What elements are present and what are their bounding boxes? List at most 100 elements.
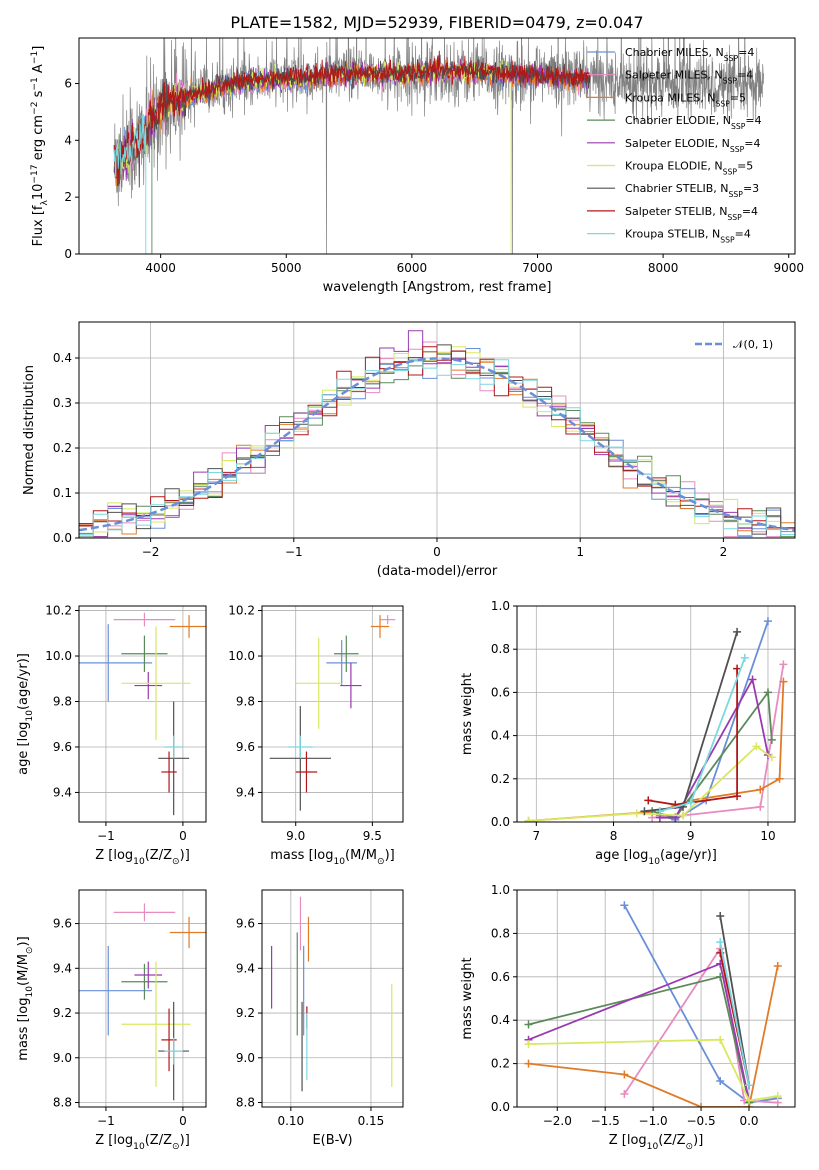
legend-entry: Salpeter MILES, NSSP=4 bbox=[625, 69, 753, 86]
x-tick-label: −1 bbox=[97, 1114, 115, 1128]
gaussian-reference-curve bbox=[79, 357, 795, 532]
x-tick-label: 7000 bbox=[522, 261, 553, 275]
mass-weight-line bbox=[719, 941, 750, 1086]
x-tick-label: 2 bbox=[720, 545, 728, 559]
mass-weight-marker bbox=[524, 816, 533, 822]
x-axis-label: Z [log10(Z/Z⊙)] bbox=[609, 1133, 704, 1152]
mass-weight-line bbox=[623, 904, 778, 1104]
residual-histogram-step bbox=[79, 330, 795, 538]
mass-weight-marker bbox=[716, 1076, 725, 1085]
legend-entry: Chabrier STELIB, NSSP=3 bbox=[625, 182, 759, 199]
mass-weight-marker bbox=[655, 807, 664, 816]
weight-vs-age-frame bbox=[516, 605, 796, 823]
mass-weight-marker bbox=[686, 798, 695, 807]
y-tick-label: 9.6 bbox=[53, 917, 72, 931]
y-axis-label-part: 10 bbox=[31, 184, 46, 201]
x-tick-label: 4000 bbox=[145, 261, 176, 275]
age-vs-mass-axes: 9.0 9.5 9.4 9.6 9.8 10.0 10.2 mass [log10(M/M⊙)… bbox=[228, 604, 404, 867]
x-axis-label: wavelength [Angstrom, rest frame] bbox=[323, 280, 552, 295]
x-tick-label: 0.0 bbox=[739, 1114, 758, 1128]
y-axis-label-part: λ bbox=[40, 200, 50, 206]
legend-entry: Kroupa MILES, NSSP=5 bbox=[625, 91, 746, 108]
y-tick-label: 10.0 bbox=[228, 649, 255, 663]
y-axis-label-part: −17 bbox=[30, 164, 40, 183]
x-axis-label-part: Z [log bbox=[609, 1133, 647, 1148]
x-tick-label: 0 bbox=[433, 545, 441, 559]
mass-weight-marker bbox=[524, 1020, 533, 1029]
mass-weight-line bbox=[659, 620, 769, 821]
residuals-axes: −2 −1 0 1 2 0.0 0.1 0.2 0.3 0.4 (data-model)/error… bbox=[22, 321, 796, 579]
x-axis-label: (data-model)/error bbox=[377, 564, 498, 579]
x-tick-label: 5000 bbox=[271, 261, 302, 275]
y-tick-label: 9.8 bbox=[236, 694, 255, 708]
mass-weight-marker bbox=[733, 664, 742, 673]
mass-vs-Z-frame bbox=[78, 889, 207, 1108]
legend-entry: Kroupa ELODIE, NSSP=5 bbox=[625, 160, 753, 177]
mass-weight-marker bbox=[775, 774, 784, 783]
residuals-plot-area bbox=[79, 330, 795, 538]
y-tick-label: 1.0 bbox=[491, 883, 510, 897]
y-axis-label-part: −2 bbox=[30, 102, 40, 115]
mass-weight-line bbox=[648, 668, 738, 806]
legend-label: Kroupa STELIB, N bbox=[625, 228, 720, 241]
legend-suffix: =5 bbox=[737, 160, 753, 173]
mass-weight-marker bbox=[740, 653, 749, 662]
mass-weight-marker bbox=[748, 675, 757, 684]
mass-weight-marker bbox=[679, 811, 688, 820]
mass-weight-marker bbox=[767, 735, 776, 744]
x-tick-label: 9.0 bbox=[286, 829, 305, 843]
x-axis-label-part: ⊙ bbox=[686, 1142, 694, 1152]
x-tick-label: 6000 bbox=[397, 261, 428, 275]
x-axis-label-part: (Z/Z bbox=[658, 1133, 685, 1148]
x-axis-label-part: 10 bbox=[133, 857, 145, 867]
y-tick-label: 0.0 bbox=[491, 815, 510, 829]
mass-weight-marker bbox=[733, 792, 742, 801]
y-tick-label: 9.2 bbox=[53, 1006, 72, 1020]
mass-vs-Z-axes: −1 08.89.09.29.49.6Z [log10(Z/Z⊙)]mass [l… bbox=[16, 889, 207, 1152]
legend-entry: Chabrier ELODIE, NSSP=4 bbox=[625, 114, 762, 131]
mass-weight-marker bbox=[640, 807, 649, 816]
y-axis-label-part: ] bbox=[31, 46, 46, 51]
x-tick-label: 9000 bbox=[773, 261, 804, 275]
x-tick-label: 9.5 bbox=[363, 829, 382, 843]
legend-entry: Salpeter STELIB, NSSP=4 bbox=[625, 205, 758, 222]
x-axis-label: E(B-V) bbox=[312, 1133, 352, 1148]
y-tick-label: 8.8 bbox=[53, 1096, 72, 1110]
y-tick-label: 10.2 bbox=[45, 604, 72, 618]
figure-title: PLATE=1582, MJD=52939, FIBERID=0479, z=0… bbox=[230, 13, 643, 32]
mass-weight-marker bbox=[756, 802, 765, 811]
mass-weight-marker bbox=[744, 1096, 753, 1105]
x-tick-label: 10 bbox=[760, 829, 775, 843]
legend-label: Salpeter MILES, N bbox=[625, 69, 723, 82]
x-tick-label: 8000 bbox=[648, 261, 679, 275]
y-axis-label: Flux [fλ10−17 erg cm−2 s−1 A−1] bbox=[30, 46, 50, 247]
spectrum-frame bbox=[78, 37, 796, 255]
mass-weight-marker bbox=[716, 912, 725, 921]
x-tick-label: −1 bbox=[285, 545, 303, 559]
x-axis-label-part: (M/M bbox=[345, 848, 377, 863]
y-tick-label: 0.6 bbox=[491, 970, 510, 984]
y-axis-label-part: erg cm bbox=[31, 115, 46, 164]
x-tick-label: −2.0 bbox=[543, 1114, 572, 1128]
y-axis-label-part: 10 bbox=[25, 710, 35, 722]
mass-weight-marker bbox=[744, 1081, 753, 1090]
x-axis-label-part: age [log bbox=[595, 848, 648, 863]
y-tick-label: 9.6 bbox=[236, 740, 255, 754]
y-tick-label: 9.2 bbox=[236, 1006, 255, 1020]
x-axis-label-part: )] bbox=[180, 848, 190, 863]
y-tick-label: 0.0 bbox=[491, 1100, 510, 1114]
legend-suffix: =4 bbox=[744, 137, 760, 150]
gaussian-legend-label: 𝒩(0, 1) bbox=[733, 338, 773, 351]
mass-weight-marker bbox=[779, 660, 788, 669]
legend-entry: Chabrier MILES, NSSP=4 bbox=[625, 46, 754, 63]
y-axis-label: mass weight bbox=[460, 673, 475, 755]
age-vs-mass-frame bbox=[261, 605, 404, 823]
x-axis-label: Z [log10(Z/Z⊙)] bbox=[95, 1133, 190, 1152]
y-tick-label: 0.2 bbox=[491, 1057, 510, 1071]
y-tick-label: 0.2 bbox=[491, 772, 510, 786]
x-axis-label-part: mass [log bbox=[270, 848, 333, 863]
x-axis-label-part: Z [log bbox=[95, 1133, 133, 1148]
y-tick-label: 0.4 bbox=[491, 1013, 510, 1027]
x-tick-label: 0 bbox=[179, 829, 187, 843]
